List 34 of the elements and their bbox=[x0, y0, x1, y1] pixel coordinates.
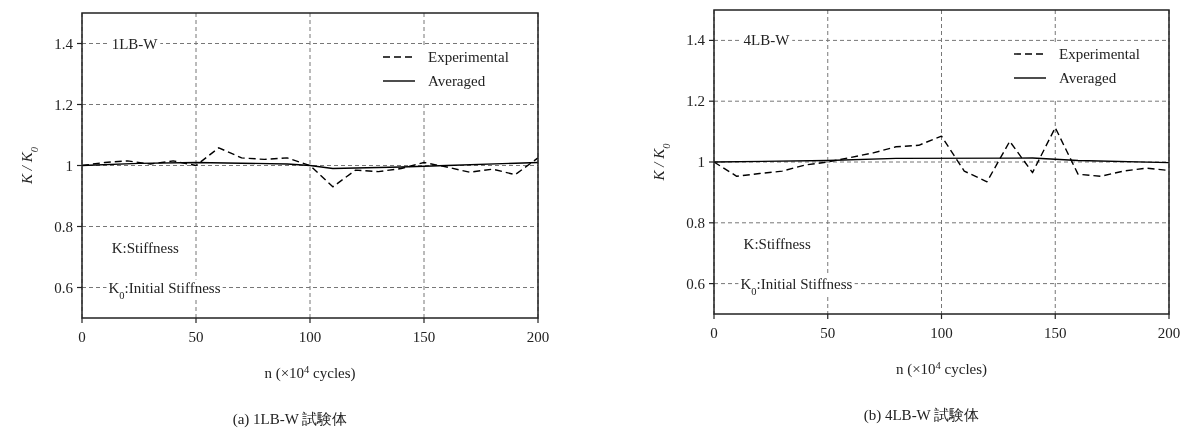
x-tick-label: 50 bbox=[820, 325, 836, 341]
annotation: 4LB-W bbox=[743, 32, 791, 49]
y-tick-label: 0.6 bbox=[686, 275, 706, 292]
y-tick-label: 1.4 bbox=[54, 35, 74, 52]
x-tick-label: 150 bbox=[412, 329, 436, 345]
y-tick-label: 0.8 bbox=[54, 218, 73, 235]
annotation: K:Stiffness bbox=[111, 239, 180, 256]
x-tick-label: 0 bbox=[78, 329, 86, 345]
legend-label: Averaged bbox=[1059, 70, 1117, 86]
x-axis-title: n (×10$^{4}$ cycles) bbox=[895, 359, 988, 378]
x-tick-label: 200 bbox=[526, 329, 550, 345]
legend-label: Experimental bbox=[1059, 46, 1140, 62]
annotation: K$_{0}$:Initial Stiffness bbox=[108, 279, 221, 300]
annotation: 1LB-W bbox=[111, 35, 159, 52]
y-tick-label: 1 bbox=[65, 157, 73, 174]
y-tick-label: 1.2 bbox=[54, 96, 73, 113]
text: (b) 4LB-W 試験体 bbox=[863, 407, 980, 424]
legend-label: Experimental bbox=[428, 49, 509, 65]
text: (a) 1LB-W 試験体 bbox=[232, 411, 348, 428]
annotation: K:Stiffness bbox=[743, 236, 811, 253]
y-tick-label: 1 bbox=[697, 154, 705, 170]
annotation: K$_{0}$:Initial Stiffness bbox=[740, 275, 853, 297]
y-tick-label: 0.6 bbox=[54, 279, 74, 296]
y-tick-label: 1.4 bbox=[686, 32, 706, 49]
y-tick-label: 1.2 bbox=[686, 93, 705, 110]
x-tick-label: 100 bbox=[930, 325, 953, 341]
x-tick-label: 200 bbox=[1157, 325, 1181, 341]
x-tick-label: 50 bbox=[188, 329, 204, 345]
x-tick-label: 100 bbox=[298, 329, 322, 345]
x-axis-title: n (×10$^{4}$ cycles) bbox=[264, 363, 356, 382]
legend-label: Averaged bbox=[428, 73, 486, 89]
x-tick-label: 0 bbox=[710, 325, 718, 341]
x-tick-label: 150 bbox=[1044, 325, 1067, 341]
y-tick-label: 0.8 bbox=[686, 214, 705, 231]
